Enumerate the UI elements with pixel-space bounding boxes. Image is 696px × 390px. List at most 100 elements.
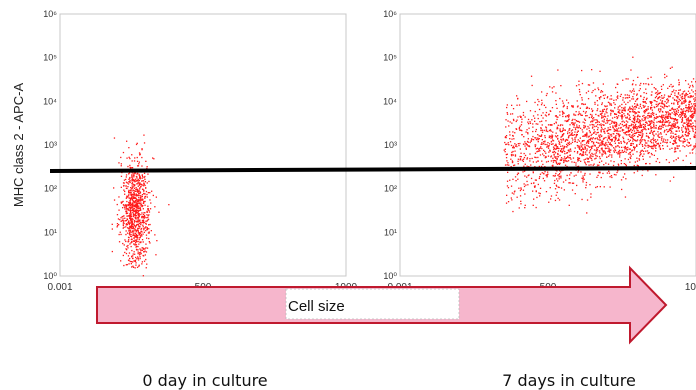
scatter-point (681, 95, 684, 97)
scatter-point (532, 171, 534, 173)
scatter-point (131, 205, 133, 207)
scatter-point (537, 160, 539, 162)
scatter-point (539, 195, 541, 197)
scatter-point (683, 122, 685, 124)
scatter-point (129, 166, 131, 169)
scatter-point (600, 126, 603, 129)
scatter-point (646, 97, 648, 99)
scatter-point (671, 137, 673, 140)
scatter-point (694, 132, 696, 134)
scatter-point (634, 139, 636, 142)
scatter-point (120, 163, 122, 165)
scatter-point (555, 161, 557, 163)
scatter-point (641, 136, 643, 138)
scatter-point (633, 164, 635, 167)
scatter-point (653, 145, 655, 147)
scatter-point (661, 136, 663, 138)
scatter-point (567, 120, 569, 122)
scatter-point (588, 130, 591, 132)
scatter-point (603, 137, 605, 139)
scatter-point (561, 100, 564, 102)
scatter-point (563, 161, 565, 164)
scatter-point (570, 130, 573, 132)
scatter-point (673, 122, 675, 125)
scatter-point (673, 160, 675, 162)
scatter-point (670, 83, 672, 86)
scatter-point (632, 135, 634, 137)
scatter-point (144, 250, 146, 252)
scatter-point (656, 93, 658, 96)
scatter-point (544, 135, 546, 137)
scatter-point (550, 198, 552, 200)
scatter-point (627, 78, 629, 80)
scatter-point (603, 108, 605, 110)
scatter-point (632, 124, 634, 126)
scatter-point (563, 105, 565, 107)
scatter-point (690, 110, 692, 113)
scatter-point (694, 93, 696, 95)
scatter-point (687, 90, 690, 92)
scatter-point (600, 113, 602, 115)
scatter-point (638, 159, 641, 161)
scatter-point (687, 128, 690, 130)
scatter-point (532, 115, 535, 117)
scatter-point (618, 127, 620, 129)
scatter-point (133, 221, 136, 223)
scatter-point (139, 219, 141, 221)
scatter-point (685, 115, 687, 117)
scatter-point (692, 78, 695, 80)
scatter-point (131, 154, 133, 156)
scatter-point (660, 139, 663, 141)
scatter-point (594, 144, 596, 146)
scatter-point (509, 121, 511, 123)
scatter-point (558, 174, 560, 176)
scatter-point (638, 121, 640, 124)
scatter-point (630, 144, 632, 146)
scatter-point (139, 153, 141, 155)
scatter-point (506, 106, 508, 109)
scatter-point (651, 106, 653, 109)
scatter-point (551, 134, 553, 136)
scatter-point (638, 133, 640, 136)
scatter-point (570, 172, 572, 174)
scatter-point (528, 145, 531, 148)
scatter-point (131, 176, 133, 178)
scatter-point (136, 179, 138, 181)
scatter-point (120, 175, 123, 177)
scatter-point (593, 129, 595, 131)
scatter-point (523, 136, 525, 138)
scatter-point (600, 129, 602, 131)
arrow-label-box (285, 288, 460, 320)
scatter-point (659, 99, 662, 101)
scatter-point (591, 110, 593, 113)
scatter-point (669, 136, 672, 138)
scatter-point (686, 125, 689, 127)
scatter-point (611, 120, 613, 122)
scatter-point (618, 153, 620, 155)
scatter-point (138, 243, 140, 245)
scatter-point (612, 164, 615, 167)
scatter-point (606, 122, 609, 124)
scatter-point (674, 125, 676, 127)
scatter-point (532, 123, 534, 125)
scatter-point (675, 96, 678, 98)
scatter-point (147, 173, 149, 175)
scatter-point (603, 124, 605, 126)
scatter-point (551, 137, 553, 139)
scatter-point (590, 155, 592, 157)
scatter-point (629, 148, 631, 150)
scatter-point (572, 106, 574, 108)
scatter-point (556, 128, 558, 130)
scatter-point (568, 115, 570, 117)
scatter-point (564, 153, 566, 155)
scatter-point (665, 121, 667, 123)
scatter-point (688, 125, 691, 127)
scatter-point (124, 220, 127, 222)
scatter-point (125, 233, 127, 236)
scatter-point (141, 156, 143, 159)
scatter-point (663, 105, 666, 107)
scatter-point (127, 215, 129, 217)
scatter-point (621, 103, 623, 106)
scatter-point (125, 174, 128, 176)
scatter-point (642, 126, 645, 128)
